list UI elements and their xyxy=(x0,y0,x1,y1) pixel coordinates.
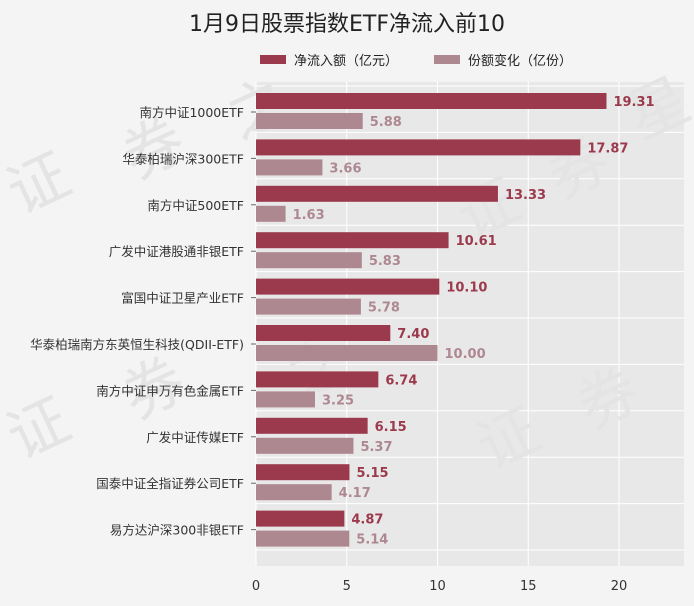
data-label-share-change: 1.63 xyxy=(293,208,325,223)
chart-title: 1月9日股票指数ETF净流入前10 xyxy=(189,12,505,37)
bar-share-change xyxy=(256,484,332,501)
bar-share-change xyxy=(256,437,354,454)
category-label: 广发中证港股通非银ETF xyxy=(109,244,244,259)
bar-inflow xyxy=(256,510,345,527)
data-label-inflow: 13.33 xyxy=(505,188,546,203)
bar-share-change xyxy=(256,391,315,408)
bar-share-change xyxy=(256,205,286,222)
data-label-inflow: 10.10 xyxy=(446,281,487,296)
watermark-glyph: 证 xyxy=(0,140,81,229)
category-label: 广发中证传媒ETF xyxy=(146,430,244,445)
bar-share-change xyxy=(256,252,362,269)
legend-label-inflow: 净流入额（亿元） xyxy=(294,54,399,69)
category-label: 南方中证1000ETF xyxy=(139,105,244,120)
data-label-share-change: 4.17 xyxy=(339,486,371,501)
data-label-inflow: 6.15 xyxy=(375,420,407,435)
legend-item-share-change: 份额变化（亿份） xyxy=(434,50,572,69)
data-label-share-change: 5.78 xyxy=(368,301,400,316)
bar-share-change xyxy=(256,345,438,361)
data-label-share-change: 5.83 xyxy=(369,254,401,269)
data-label-inflow: 17.87 xyxy=(587,141,628,156)
bar-inflow xyxy=(256,185,498,202)
bar-inflow xyxy=(256,464,350,481)
category-label: 南方中证申万有色金属ETF xyxy=(96,383,244,398)
legend-swatch-share-change xyxy=(434,55,461,64)
bar-inflow xyxy=(256,93,607,109)
x-tick-label: 0 xyxy=(252,579,260,594)
legend-label-share-change: 份额变化（亿份） xyxy=(468,54,573,69)
x-tick-label: 10 xyxy=(429,579,446,594)
data-label-inflow: 7.40 xyxy=(397,327,429,342)
x-tick-label: 15 xyxy=(520,579,537,594)
watermark-glyph: 证 xyxy=(0,385,81,474)
data-label-share-change: 3.66 xyxy=(329,161,361,176)
data-label-share-change: 3.25 xyxy=(322,393,354,408)
category-label: 华泰柏瑞沪深300ETF xyxy=(122,151,244,166)
bar-inflow xyxy=(256,371,379,388)
data-label-share-change: 5.37 xyxy=(360,440,392,455)
category-label: 华泰柏瑞南方东英恒生科技(QDII-ETF) xyxy=(30,337,244,352)
bar-share-change xyxy=(256,159,323,176)
bar-inflow xyxy=(256,278,440,295)
data-label-inflow: 5.15 xyxy=(356,466,388,481)
legend: 净流入额（亿元） 份额变化（亿份） xyxy=(260,50,608,69)
bar-inflow xyxy=(256,417,368,434)
legend-swatch-inflow xyxy=(260,55,286,64)
category-label: 易方达沪深300非银ETF xyxy=(110,523,244,538)
legend-item-inflow: 净流入额（亿元） xyxy=(260,50,398,69)
bar-share-change xyxy=(256,113,363,129)
bar-inflow xyxy=(256,139,581,156)
bar-share-change xyxy=(256,298,361,315)
data-label-inflow: 6.74 xyxy=(385,373,417,388)
data-label-share-change: 10.00 xyxy=(445,347,486,362)
data-label-inflow: 10.61 xyxy=(456,234,497,249)
data-label-inflow: 4.87 xyxy=(351,513,383,528)
data-label-share-change: 5.88 xyxy=(370,115,402,130)
data-label-inflow: 19.31 xyxy=(613,95,654,110)
x-tick-label: 20 xyxy=(611,579,628,594)
category-label: 南方中证500ETF xyxy=(147,198,244,213)
bar-inflow xyxy=(256,325,391,341)
category-label: 富国中证卫星产业ETF xyxy=(121,291,244,306)
x-tick-label: 5 xyxy=(343,579,351,594)
bar-inflow xyxy=(256,232,449,249)
category-label: 国泰中证全指证券公司ETF xyxy=(96,476,244,491)
bar-share-change xyxy=(256,530,350,547)
data-label-share-change: 5.14 xyxy=(356,533,388,548)
